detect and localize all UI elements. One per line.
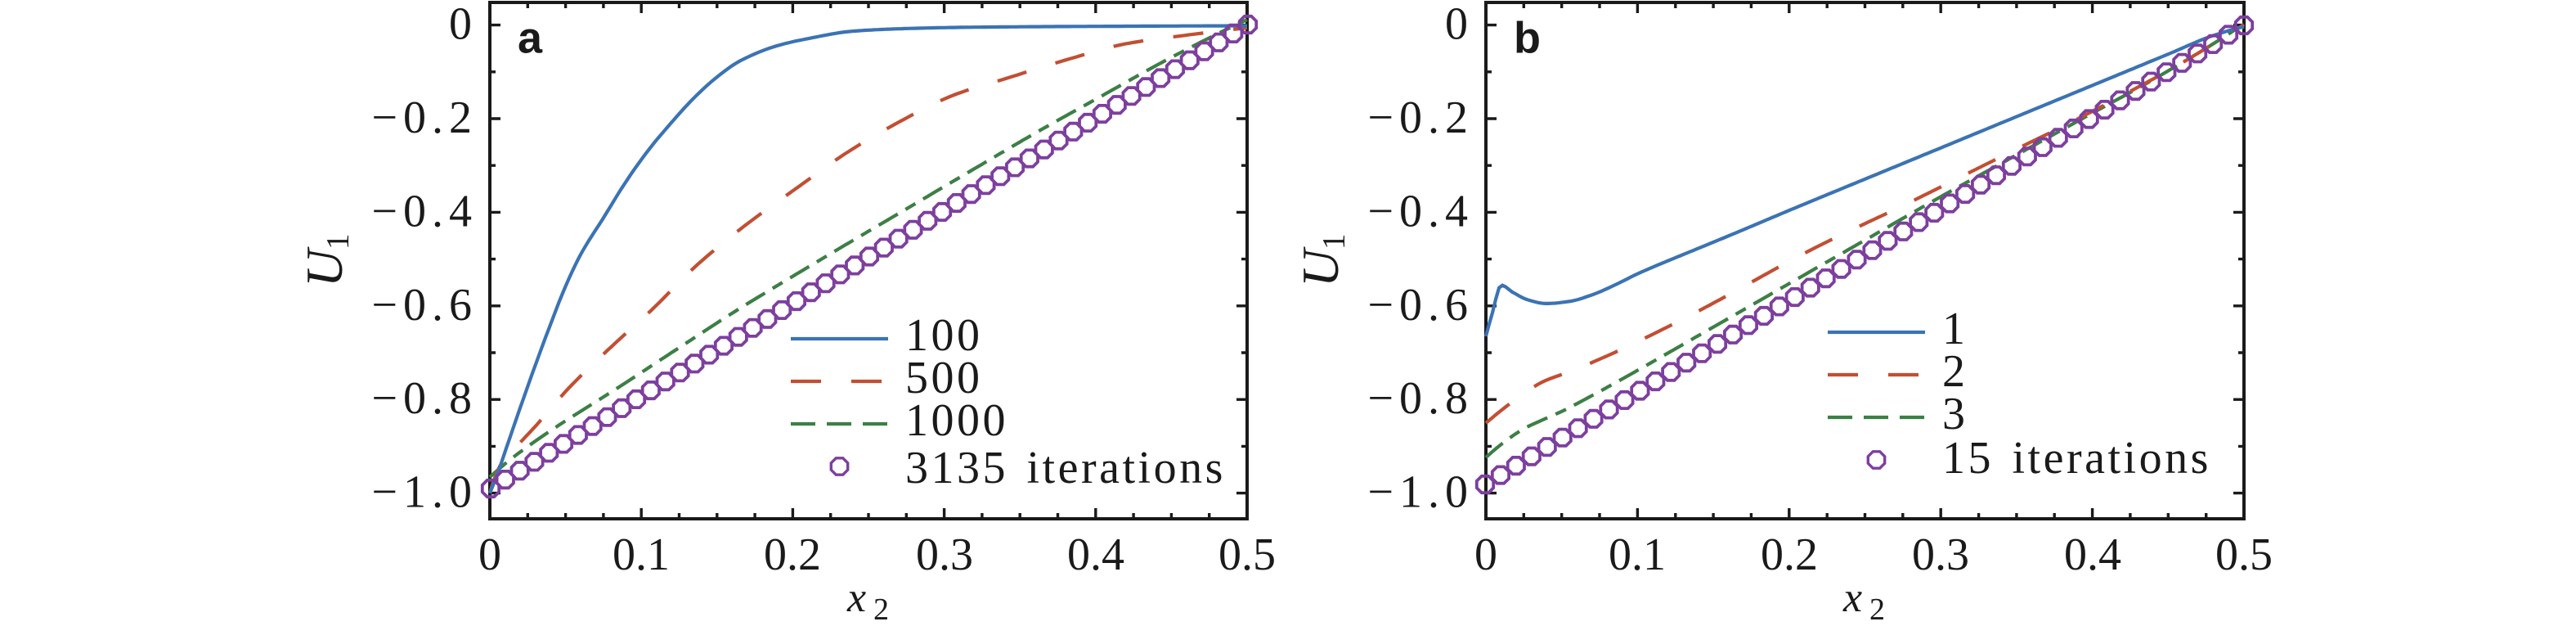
svg-text:0.4: 0.4 [1067,529,1124,580]
svg-text:−0.2: −0.2 [1367,92,1474,143]
svg-text:0: 0 [449,0,478,50]
svg-text:0: 0 [1445,0,1474,50]
svg-text:1000: 1000 [905,395,1008,446]
svg-text:1: 1 [1942,304,1968,354]
svg-text:−1.0: −1.0 [371,467,478,518]
svg-text:0.2: 0.2 [764,529,821,580]
svg-text:U: U [1291,246,1349,287]
svg-text:b: b [1514,14,1541,63]
svg-text:0.5: 0.5 [2215,529,2273,580]
svg-text:1: 1 [321,234,356,250]
svg-text:a: a [518,14,543,63]
svg-text:2: 2 [1942,346,1968,397]
svg-text:−0.8: −0.8 [1367,373,1474,424]
svg-text:−0.6: −0.6 [371,280,478,331]
svg-text:500: 500 [905,353,983,403]
svg-text:−1.0: −1.0 [1367,467,1474,518]
svg-text:0: 0 [1474,529,1497,580]
svg-text:0.5: 0.5 [1218,529,1276,580]
svg-text:x: x [1842,574,1862,621]
svg-text:3135 iterations: 3135 iterations [905,443,1226,493]
svg-text:−0.4: −0.4 [1367,186,1474,236]
svg-text:0.2: 0.2 [1761,529,1818,580]
svg-text:0.1: 0.1 [613,529,670,580]
svg-text:0.3: 0.3 [916,529,973,580]
svg-text:2: 2 [1869,592,1885,627]
svg-text:−0.4: −0.4 [371,186,478,236]
svg-text:−0.8: −0.8 [371,373,478,424]
svg-text:−0.6: −0.6 [1367,280,1474,331]
svg-text:1: 1 [1317,234,1352,250]
svg-text:−0.2: −0.2 [371,92,478,143]
svg-text:2: 2 [873,592,889,627]
svg-text:0.1: 0.1 [1609,529,1666,580]
svg-text:3: 3 [1942,389,1968,439]
svg-text:15 iterations: 15 iterations [1942,433,2211,484]
svg-text:0: 0 [478,529,501,580]
svg-text:0.3: 0.3 [1912,529,1969,580]
svg-text:100: 100 [905,310,983,361]
svg-text:x: x [846,574,866,621]
svg-text:0.4: 0.4 [2064,529,2121,580]
svg-text:U: U [295,246,353,287]
